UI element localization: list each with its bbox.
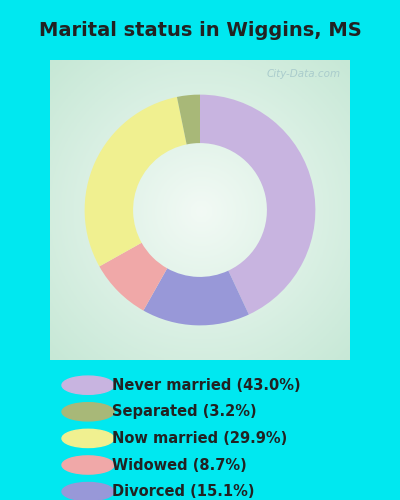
Text: City-Data.com: City-Data.com <box>267 69 341 79</box>
Circle shape <box>62 430 114 448</box>
Circle shape <box>62 402 114 421</box>
Wedge shape <box>200 94 315 314</box>
Text: Now married (29.9%): Now married (29.9%) <box>112 431 287 446</box>
Wedge shape <box>177 94 200 144</box>
Text: Never married (43.0%): Never married (43.0%) <box>112 378 301 392</box>
Circle shape <box>62 456 114 474</box>
Text: Marital status in Wiggins, MS: Marital status in Wiggins, MS <box>39 20 361 40</box>
Wedge shape <box>85 97 187 266</box>
Text: Divorced (15.1%): Divorced (15.1%) <box>112 484 254 499</box>
Text: Widowed (8.7%): Widowed (8.7%) <box>112 458 247 472</box>
Circle shape <box>62 376 114 394</box>
Wedge shape <box>144 268 249 326</box>
Wedge shape <box>99 242 167 310</box>
Circle shape <box>62 482 114 500</box>
Text: Separated (3.2%): Separated (3.2%) <box>112 404 257 419</box>
